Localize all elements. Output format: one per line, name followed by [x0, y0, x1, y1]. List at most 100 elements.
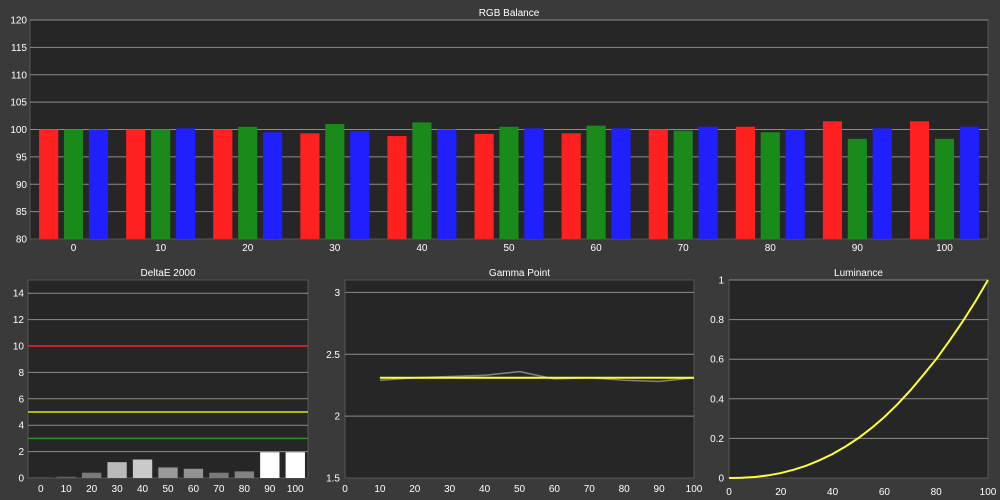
luminance-series-yellow [728, 279, 989, 479]
rgb-bar-green [586, 125, 606, 239]
gamma-ytick-label: 2.5 [326, 350, 340, 361]
luminance-xtick-label: 80 [931, 487, 943, 498]
deltae-bar [183, 468, 204, 478]
luminance-ytick-label: 0.2 [710, 434, 724, 445]
gamma-title: Gamma Point [489, 268, 550, 279]
rgb-bar-blue [437, 129, 457, 239]
deltae-plot-area [27, 279, 309, 479]
rgb-bar-red [213, 129, 233, 239]
rgb-ytick-label: 95 [16, 152, 28, 163]
deltae-bar [285, 452, 305, 478]
rgb-bar-blue [611, 128, 631, 239]
gamma-xtick-label: 60 [549, 484, 561, 495]
gamma-ytick-label: 2 [334, 412, 340, 423]
rgb-xtick-label: 10 [155, 243, 167, 254]
rgb-bar-blue [88, 129, 109, 239]
rgb-xtick-label: 50 [503, 243, 515, 254]
deltae-xtick-label: 20 [86, 484, 98, 495]
deltae-xtick-label: 70 [213, 484, 225, 495]
deltae-ytick-label: 2 [18, 447, 24, 458]
rgb-bar-red [909, 121, 930, 239]
rgb-bar-green [760, 132, 780, 239]
deltae-xtick-label: 50 [162, 484, 174, 495]
gamma-ytick-label: 3 [334, 288, 340, 299]
rgb-bar-red [126, 129, 146, 239]
deltae-bar [209, 472, 229, 478]
rgb-bar-green [673, 130, 693, 239]
gamma-xtick-label: 70 [584, 484, 596, 495]
gamma-xtick-label: 20 [409, 484, 421, 495]
rgb-bar-red [300, 133, 320, 239]
gamma-xtick-label: 50 [514, 484, 526, 495]
rgb-ytick-label: 90 [16, 180, 28, 191]
luminance-chart: Luminance 0 0.2 0.4 0.6 0.8 1 0 20 40 60 80 100 [710, 268, 997, 498]
rgb-xtick-label: 100 [936, 243, 953, 254]
deltae-ytick-label: 4 [18, 421, 24, 432]
luminance-xtick-label: 60 [879, 487, 891, 498]
rgb-ytick-label: 80 [16, 235, 28, 246]
gamma-ytick-label: 1.5 [326, 474, 340, 485]
deltae-bar [158, 467, 178, 478]
rgb-bar-red [735, 126, 755, 239]
deltae-xtick-label: 80 [239, 484, 251, 495]
gamma-xtick-label: 0 [342, 484, 348, 495]
rgb-bar-blue [263, 132, 283, 239]
rgb-title: RGB Balance [479, 8, 540, 19]
rgb-bar-red [387, 136, 407, 239]
luminance-title: Luminance [834, 268, 883, 279]
rgb-ytick-label: 120 [10, 16, 27, 27]
gamma-xtick-label: 100 [686, 484, 703, 495]
deltae-ytick-label: 12 [13, 315, 25, 326]
deltae-xtick-label: 10 [61, 484, 73, 495]
rgb-bar-green [934, 138, 955, 239]
luminance-xtick-label: 100 [980, 487, 997, 498]
deltae-bar [132, 459, 153, 478]
deltae-bar [56, 476, 76, 478]
rgb-ytick-label: 110 [11, 70, 27, 81]
rgb-bar-blue [959, 126, 979, 239]
rgb-bar-blue [524, 128, 544, 239]
deltae-bar [234, 471, 255, 478]
rgb-bar-green [412, 122, 432, 239]
rgb-ytick-label: 100 [10, 125, 27, 136]
deltae-xtick-label: 100 [287, 484, 304, 495]
deltae-ytick-label: 0 [18, 474, 24, 485]
luminance-ytick-label: 0.4 [710, 394, 724, 405]
deltae-ytick-label: 10 [13, 342, 25, 353]
rgb-bar-red [561, 133, 581, 239]
luminance-plot-area [728, 279, 989, 479]
deltae-xtick-label: 40 [137, 484, 149, 495]
rgb-bar-blue [872, 128, 892, 239]
deltae-xtick-label: 30 [112, 484, 124, 495]
rgb-bar-red [648, 129, 668, 239]
deltae-xtick-label: 90 [264, 484, 276, 495]
luminance-ytick-label: 1 [718, 276, 724, 287]
luminance-ytick-label: 0 [718, 474, 724, 485]
rgb-bar-green [847, 138, 867, 239]
rgb-xtick-label: 80 [765, 243, 777, 254]
luminance-xtick-label: 40 [827, 487, 839, 498]
rgb-xtick-label: 0 [71, 243, 77, 254]
rgb-xtick-label: 70 [678, 243, 690, 254]
luminance-ytick-label: 0.8 [710, 315, 724, 326]
deltae-xtick-label: 0 [38, 484, 44, 495]
deltae-xtick-label: 60 [188, 484, 200, 495]
rgb-bar-blue [698, 126, 718, 239]
gamma-xtick-label: 30 [444, 484, 456, 495]
rgb-chart: RGB Balance 80 85 90 95 100 105 110 115 120 0 10 20 3… [10, 8, 989, 254]
rgb-bar-blue [175, 128, 196, 239]
rgb-bar-green [499, 126, 519, 239]
deltae-bar [31, 477, 51, 478]
rgb-bar-red [474, 133, 494, 239]
rgb-ytick-label: 115 [11, 43, 27, 54]
rgb-bar-red [822, 121, 843, 239]
deltae-ytick-label: 6 [18, 394, 24, 405]
gamma-xtick-label: 40 [479, 484, 491, 495]
rgb-xtick-label: 90 [852, 243, 864, 254]
deltae-bar [260, 452, 280, 478]
rgb-ytick-label: 105 [10, 98, 27, 109]
rgb-bar-green [151, 129, 171, 239]
deltae-chart: DeltaE 2000 0 2 4 6 8 10 12 14 0 10 20 30 40 50 60 70 80 9… [13, 268, 309, 495]
